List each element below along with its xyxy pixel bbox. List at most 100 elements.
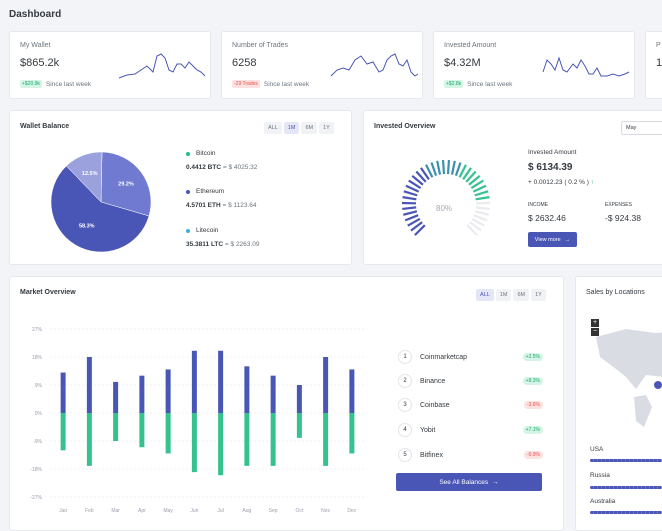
x-tick-label: Jun [190,508,198,514]
card-title: Invested Overview [374,123,436,130]
stat-value: 1 [656,57,662,69]
gauge-tick [462,167,472,180]
x-tick-label: May [163,508,173,514]
stat-title: Number of Trades [232,42,289,49]
zoom-out-button[interactable]: − [591,328,599,336]
bar [349,413,355,454]
view-more-button[interactable]: View more → [528,232,577,247]
invested-amount: $ 6134.39 [528,162,573,173]
gauge-tick [472,184,487,193]
gauge-tick [420,167,430,180]
exchange-name: Coinmarketcap [420,353,468,361]
coin-usd: = $ 2263.09 [224,241,260,248]
exchange-row[interactable]: 2 Binance +8.3% [398,374,543,388]
coin-amount: 0.4412 BTC [186,164,222,171]
change-badge: +7.1% [522,426,543,434]
tab-6m[interactable]: 6M [513,289,530,301]
market-bar-chart: 27% 18% 9% 0% -9% -18% -27% Jan Feb Mar Apr May Jun J… [30,327,365,514]
month-select[interactable]: May ⌄ [621,121,662,135]
x-tick-label: Nov [321,508,330,514]
since-label: Since last week [467,80,513,88]
x-tick-label: Apr [138,508,146,514]
stat-title: P [656,42,661,49]
gauge-tick [411,174,424,186]
sparkline [330,53,419,77]
coin-litecoin: Litecoin 35.3811 LTC = $ 2263.09 [186,227,259,248]
change-badge: +$2.8k [444,80,464,88]
y-tick-label: 27% [32,327,43,333]
period-tabs: ALL 1M 6M 1Y [476,289,546,301]
bar [296,385,302,413]
pie-slice-litecoin [66,151,103,203]
exchange-row[interactable]: 5 Bitfinex -0.9% [398,448,543,462]
bar [60,372,66,413]
gauge-tick [446,160,451,175]
stat-value: 6258 [232,57,257,69]
see-all-balances-button[interactable]: See All Balances → [396,473,542,491]
gauge-tick [454,162,462,177]
gauge-tick [474,190,489,197]
stat-card-invested: Invested Amount $4.32M +$2.8k Since last… [433,31,635,99]
x-tick-label: Dec [347,508,356,514]
exchange-row[interactable]: 3 Coinbase -3.6% [398,398,543,412]
tab-6m[interactable]: 6M [301,122,318,134]
coin-usd: = $ 4025.32 [222,164,258,171]
market-overview-card: Market Overview ALL 1M 6M 1Y 27% 18% 9% 0% -… [9,276,564,531]
rank-number: 1 [398,350,412,364]
gauge-tick [403,210,418,216]
tab-1y[interactable]: 1Y [319,122,334,134]
since-label: Since last week [45,80,92,88]
select-value: May [626,125,637,131]
coin-name: Ethereum [196,188,225,195]
gauge-tick [465,170,477,183]
bar [323,357,329,413]
y-tick-label: -18% [30,467,42,473]
bitcoin-dot-icon [186,151,190,156]
sales-by-locations-card: Sales by Locations + − [575,276,662,531]
tab-1y[interactable]: 1Y [531,289,546,301]
exchange-name: Coinbase [420,401,450,409]
exchange-name: Bitfinex [420,451,443,459]
y-tick-label: -27% [30,495,42,501]
gauge-tick [436,160,442,175]
wallet-pie-chart: 29.2% 58.3% 12.5% [50,151,152,253]
gauge-tick [405,184,420,193]
gauge-tick [458,164,467,178]
x-tick-label: Oct [295,508,303,514]
gauge-tick [471,217,485,227]
arrow-right-icon: → [492,478,499,486]
bar [86,357,92,413]
coin-ethereum: Ethereum 4.5701 ETH = $ 1123.64 [186,188,257,209]
gauge-tick [408,179,422,189]
stat-footer: +$2.8k Since last week [444,80,512,88]
pie-label: 29.2% [118,182,134,188]
tab-1m[interactable]: 1M [283,122,300,134]
sparkline [118,53,206,79]
change-badge: +8.3% [522,377,543,385]
gauge-tick [425,164,434,178]
gauge-tick [450,160,456,175]
tab-1m[interactable]: 1M [495,289,512,301]
page-title: Dashboard [9,9,62,20]
gauge-label: 80% [436,204,453,213]
zoom-in-button[interactable]: + [591,319,599,327]
litecoin-dot-icon [186,228,190,233]
pie-slice-bitcoin [100,151,152,217]
y-tick-label: 0% [35,411,43,417]
exchange-name: Binance [420,377,446,385]
bar [244,413,250,466]
tab-all[interactable]: ALL [476,289,494,301]
stat-value: $865.2k [20,57,60,69]
bar [191,350,197,413]
change-badge: +$20.9k [20,80,42,88]
gauge-tick [441,160,446,175]
exchange-row[interactable]: 4 Yobit +7.1% [398,423,543,437]
gauge-tick [414,224,426,236]
coin-name: Litecoin [196,227,219,234]
gauge-tick [415,170,427,183]
tab-all[interactable]: ALL [264,122,282,134]
bar [218,413,224,476]
exchange-row[interactable]: 1 Coinmarketcap +2.5% [398,350,543,364]
gauge-tick [468,174,481,186]
income-value: $ 2632.46 [528,213,566,223]
